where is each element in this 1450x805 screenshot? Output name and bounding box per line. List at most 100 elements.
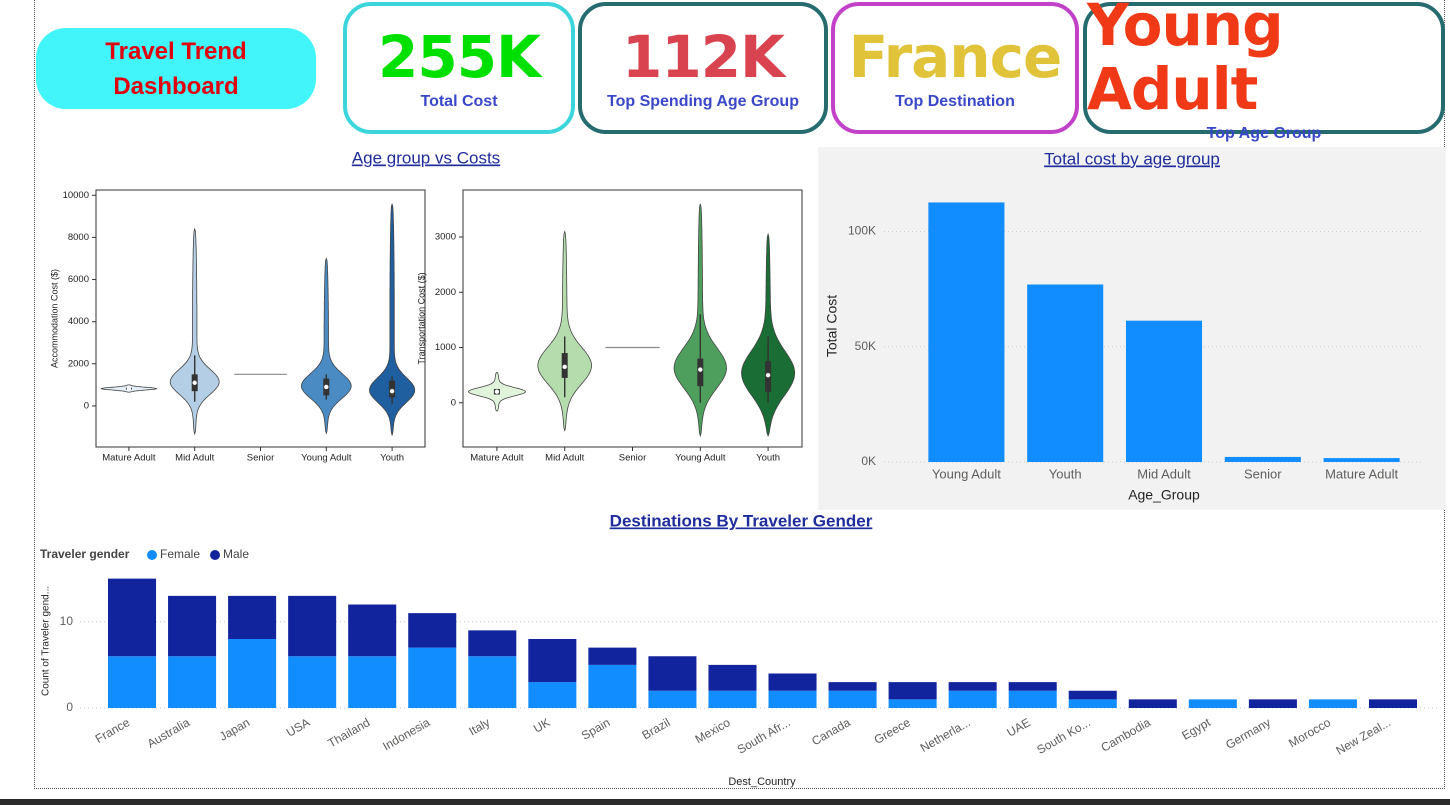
bar-segment	[168, 656, 217, 708]
iqr-box	[697, 358, 704, 387]
kpi-card: 255K Total Cost	[343, 2, 575, 134]
bar-segment	[828, 690, 877, 708]
kpi-label: Top Age Group	[1206, 125, 1322, 142]
median-dot	[562, 364, 567, 370]
y-tick-label: 50K	[855, 339, 876, 353]
x-tick-label: Mid Adult	[1137, 466, 1191, 481]
y-tick-label: 10000	[63, 190, 89, 201]
bar	[928, 202, 1005, 463]
bar-segment	[288, 595, 337, 657]
x-tick-label: UK	[531, 715, 552, 735]
bar-segment	[948, 690, 997, 708]
chart-title: Destinations By Traveler Gender	[610, 511, 873, 530]
x-tick-label: Brazil	[640, 715, 673, 742]
bar-segment	[1008, 690, 1057, 708]
bar-segment	[468, 656, 517, 708]
kpi-value: 255K	[377, 23, 541, 91]
y-tick-label: 100K	[848, 224, 876, 238]
legend-marker	[210, 550, 221, 560]
bar-segment	[648, 656, 697, 691]
y-tick-label: 0	[451, 397, 456, 408]
legend-title: Traveler gender	[40, 547, 130, 561]
x-tick-label: Germany	[1223, 715, 1273, 752]
bar-segment	[1368, 699, 1417, 708]
x-tick-label: Young Adult	[675, 453, 726, 464]
y-axis-label: Count of Traveler gend...	[41, 586, 52, 696]
bar-segment	[108, 578, 157, 657]
bar-segment	[348, 604, 397, 657]
median-dot	[389, 388, 395, 394]
median-dot	[324, 384, 329, 390]
bar-segment	[228, 639, 277, 708]
x-tick-label: USA	[284, 715, 312, 739]
legend-label: Male	[223, 547, 249, 561]
bar-segment	[768, 673, 817, 691]
bottom-bar	[0, 799, 1450, 805]
y-axis-label: Total Cost	[824, 295, 840, 357]
section-title: Age group vs Costs	[352, 148, 500, 167]
kpi-label: Total Cost	[420, 93, 498, 110]
bar-segment	[708, 664, 757, 691]
bar-segment	[228, 595, 277, 639]
y-tick-label: 3000	[435, 231, 456, 242]
bar-segment	[948, 682, 997, 691]
legend-label: Female	[160, 547, 200, 561]
bar-segment	[1008, 682, 1057, 691]
violin-body	[300, 257, 352, 435]
bar-segment	[828, 682, 877, 691]
violin-body	[537, 230, 593, 432]
bar-segment	[528, 639, 577, 683]
kpi-value: 112K	[621, 23, 785, 91]
y-tick-label: 10	[60, 614, 74, 628]
kpi-card: France Top Destination	[831, 2, 1079, 134]
x-tick-label: Youth	[756, 453, 780, 464]
x-tick-label: Mature Adult	[102, 453, 156, 464]
violin-body	[169, 227, 220, 436]
x-tick-label: Mid Adult	[175, 453, 214, 464]
median-dot	[698, 367, 703, 372]
bar-segment	[588, 664, 637, 708]
violin-body	[369, 203, 416, 436]
x-tick-label: Morocco	[1286, 715, 1333, 750]
y-tick-label: 6000	[68, 274, 89, 285]
x-tick-label: Youth	[380, 453, 404, 464]
bar-segment	[1308, 699, 1357, 708]
kpi-card: Young Adult Top Age Group	[1083, 0, 1445, 142]
bar-segment	[888, 699, 937, 708]
plot-frame	[95, 189, 426, 448]
bar-segment	[348, 656, 397, 708]
title-box: Travel Trend Dashboard	[36, 28, 316, 109]
x-tick-label: New Zeal...	[1334, 715, 1394, 757]
bar-segment	[1188, 699, 1237, 708]
x-tick-label: Senior	[619, 453, 646, 464]
bar-segment	[528, 682, 577, 708]
bar-segment	[168, 595, 217, 657]
x-tick-label: Canada	[809, 715, 853, 748]
kpi-value: France	[848, 23, 1063, 91]
x-tick-label: Senior	[247, 453, 274, 464]
x-tick-label: South Ko...	[1034, 715, 1092, 757]
x-tick-label: Senior	[1244, 466, 1282, 481]
bar-segment	[768, 690, 817, 708]
x-tick-label: Young Adult	[932, 466, 1001, 481]
x-tick-label: Cambodia	[1099, 715, 1154, 755]
bar-segment	[1128, 699, 1177, 708]
y-tick-label: 0	[66, 700, 73, 714]
x-tick-label: Netherla...	[918, 715, 973, 755]
y-tick-label: 0	[84, 400, 89, 411]
bar-segment	[648, 690, 697, 708]
bar-segment	[708, 690, 757, 708]
bar	[1224, 456, 1301, 462]
x-tick-label: Greece	[872, 715, 913, 747]
x-tick-label: Mexico	[693, 715, 733, 746]
x-axis-label: Dest_Country	[728, 776, 796, 788]
bar-segment	[588, 647, 637, 665]
y-tick-label: 4000	[68, 316, 89, 327]
x-tick-label: Mid Adult	[545, 453, 584, 464]
x-tick-label: Mature Adult	[470, 453, 524, 464]
x-tick-label: Australia	[145, 715, 193, 751]
violin-body	[741, 232, 796, 437]
bar-segment	[468, 630, 517, 657]
x-tick-label: Thailand	[325, 715, 372, 750]
